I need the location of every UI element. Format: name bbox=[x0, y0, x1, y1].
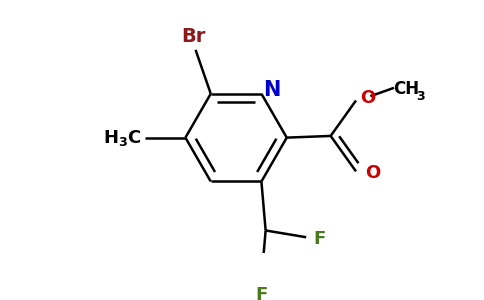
Text: O: O bbox=[365, 164, 380, 182]
Text: 3: 3 bbox=[417, 90, 425, 103]
Text: $\mathregular{H_3C}$: $\mathregular{H_3C}$ bbox=[103, 128, 141, 148]
Text: F: F bbox=[255, 286, 268, 300]
Text: F: F bbox=[314, 230, 326, 248]
Text: Br: Br bbox=[182, 27, 206, 46]
Text: O: O bbox=[360, 89, 376, 107]
Text: CH: CH bbox=[393, 80, 419, 98]
Text: N: N bbox=[263, 80, 280, 100]
